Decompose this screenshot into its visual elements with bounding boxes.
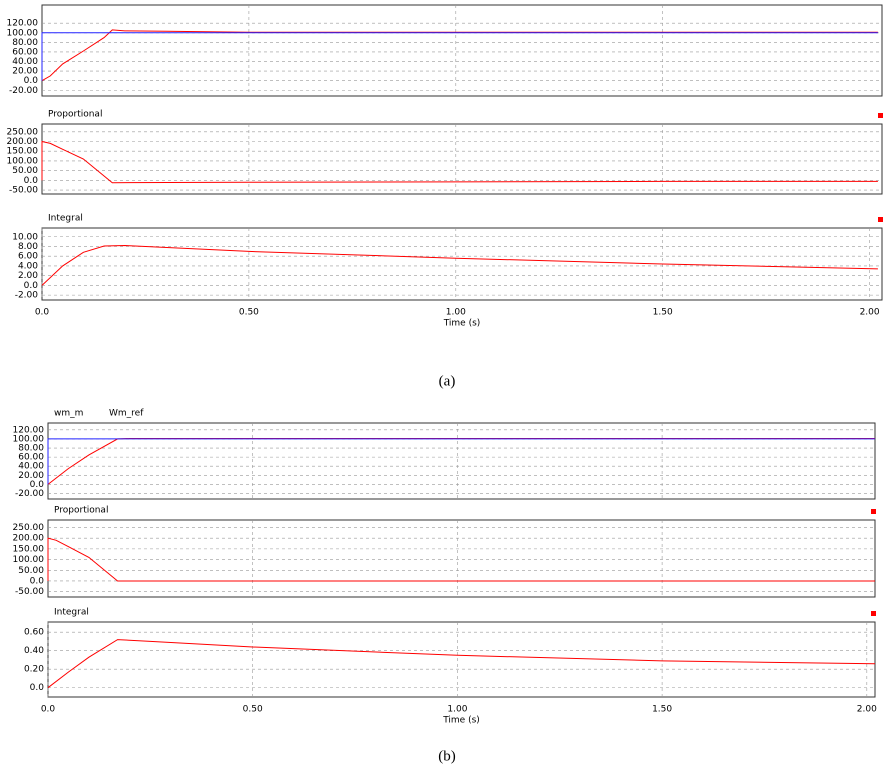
y-tick-label: 250.00 [7, 127, 39, 137]
series-line [47, 639, 876, 689]
y-tick-label: 100.00 [7, 28, 39, 38]
y-tick-label: 120.00 [13, 425, 45, 435]
y-tick-label: 80.00 [18, 444, 44, 454]
plot-frame [41, 4, 883, 97]
plot-frame [47, 621, 876, 698]
y-tick-label: 150.00 [13, 544, 45, 554]
y-tick-label: 120.00 [7, 19, 39, 29]
series-line [41, 140, 878, 184]
y-tick-label: 40.00 [12, 57, 38, 67]
y-tick-label: 150.00 [7, 147, 39, 157]
caption: (a) [439, 373, 456, 389]
legend-label: wm_m [48, 0, 77, 1]
y-tick-label: -50.00 [9, 186, 38, 196]
plot-frame [47, 519, 876, 598]
y-tick-label: 4.00 [18, 261, 38, 271]
series-line [41, 244, 878, 286]
legend-label: Integral [48, 214, 83, 224]
y-tick-label: 0.0 [30, 480, 45, 490]
y-tick-label: 100.00 [7, 156, 39, 166]
y-tick-label: 20.00 [18, 471, 44, 481]
x-tick-label: 0.0 [41, 705, 56, 715]
y-tick-label: 200.00 [13, 534, 45, 544]
y-tick-label: 50.00 [12, 166, 38, 176]
legend-marker [871, 611, 876, 616]
legend-marker [871, 509, 876, 514]
x-tick-label: 1.50 [652, 705, 672, 715]
y-tick-label: -2.00 [15, 291, 39, 301]
x-axis-label: Time (s) [443, 319, 481, 329]
x-tick-label: 1.50 [653, 308, 673, 318]
legend-label: Wm_ref [109, 409, 144, 419]
y-tick-label: 2.00 [18, 271, 38, 281]
y-tick-label: 0.0 [24, 176, 39, 186]
y-tick-label: 40.00 [18, 462, 44, 472]
y-tick-label: 0.0 [24, 76, 39, 86]
y-tick-label: -20.00 [15, 489, 44, 499]
y-tick-label: 200.00 [7, 137, 39, 147]
legend-label: wm_m [54, 409, 83, 419]
y-tick-label: 0.0 [30, 576, 45, 586]
x-axis-label: Time (s) [442, 716, 480, 726]
y-tick-label: 20.00 [12, 67, 38, 77]
y-tick-label: -50.00 [15, 587, 44, 597]
x-tick-label: 0.0 [35, 308, 50, 318]
plot-frame [41, 123, 883, 195]
legend-label: Integral [54, 608, 89, 618]
y-tick-label: 6.00 [18, 252, 38, 262]
legend-label: Wm_ref [103, 0, 138, 1]
y-tick-label: 60.00 [18, 453, 44, 463]
x-tick-label: 0.50 [239, 308, 259, 318]
x-tick-label: 1.00 [446, 308, 466, 318]
y-tick-label: 60.00 [12, 47, 38, 57]
y-tick-label: 0.60 [24, 628, 44, 638]
y-tick-label: 0.0 [24, 281, 39, 291]
series-line [47, 537, 875, 582]
legend-label: Proportional [54, 506, 108, 516]
plot-frame [47, 422, 876, 500]
y-tick-label: 250.00 [13, 523, 45, 533]
y-tick-label: 8.00 [18, 242, 38, 252]
x-tick-label: 2.00 [860, 308, 880, 318]
y-tick-label: 0.40 [24, 646, 44, 656]
series-line [47, 438, 875, 485]
y-tick-label: 100.00 [13, 434, 45, 444]
plot-frame [41, 227, 883, 301]
series-line [41, 32, 878, 81]
y-tick-label: 0.0 [30, 683, 45, 693]
legend-marker [878, 113, 883, 118]
y-tick-label: 80.00 [12, 38, 38, 48]
legend-label: Proportional [48, 110, 102, 120]
legend-marker [878, 217, 883, 222]
caption: (b) [438, 748, 456, 764]
y-tick-label: -20.00 [9, 86, 38, 96]
y-tick-label: 0.20 [24, 665, 44, 675]
x-tick-label: 2.00 [857, 705, 877, 715]
y-tick-label: 50.00 [18, 566, 44, 576]
x-tick-label: 1.00 [447, 705, 467, 715]
y-tick-label: 10.00 [12, 232, 38, 242]
y-tick-label: 100.00 [13, 555, 45, 565]
x-tick-label: 0.50 [243, 705, 263, 715]
